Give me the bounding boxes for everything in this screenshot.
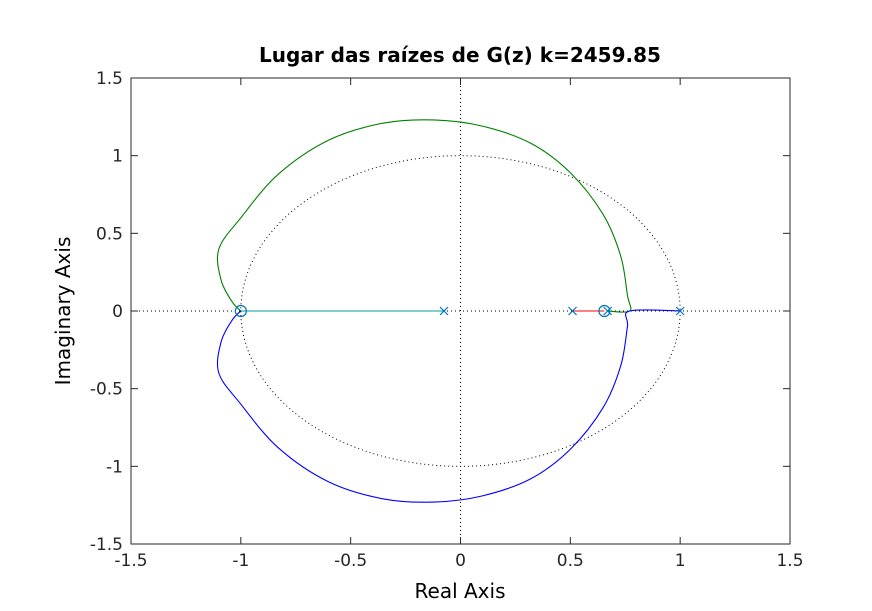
- y-tick-label: -1: [106, 457, 123, 477]
- x-tick-label: -1: [232, 551, 249, 571]
- y-tick-label: -0.5: [90, 380, 123, 400]
- y-tick-label: 0.5: [96, 224, 123, 244]
- chart-title: Lugar das raízes de G(z) k=2459.85: [259, 43, 661, 67]
- locus-branch-3: [216, 119, 632, 313]
- x-axis-label: Real Axis: [415, 579, 506, 603]
- y-axis-label: Imaginary Axis: [51, 237, 75, 386]
- x-tick-label: 0.5: [557, 551, 584, 571]
- pole-marker-2: [568, 306, 577, 316]
- zero-marker-1: [234, 304, 247, 318]
- pole-marker-3: [603, 306, 613, 316]
- locus-branches: [216, 119, 681, 503]
- pole-marker-4: [675, 306, 685, 316]
- locus-branch-4: [216, 309, 681, 503]
- y-tick-label: -1.5: [90, 535, 123, 555]
- pole-zero-markers: [234, 304, 685, 318]
- x-tick-label: -0.5: [334, 551, 367, 571]
- y-tick-label: 1.5: [96, 69, 123, 89]
- zero-marker-2: [598, 304, 611, 318]
- x-tick-label: 1: [675, 551, 686, 571]
- x-tick-label: 0: [455, 551, 466, 571]
- y-tick-label: 1: [112, 147, 123, 167]
- x-tick-label: -1.5: [114, 551, 147, 571]
- x-tick-label: 1.5: [776, 551, 803, 571]
- pole-marker-1: [439, 306, 449, 316]
- ticks: -1.5 -1 -0.5 0 0.5 1 1.5 -1.5 -1 -0.5 0 0.5 1 1.5: [90, 69, 804, 571]
- y-tick-label: 0: [112, 302, 123, 322]
